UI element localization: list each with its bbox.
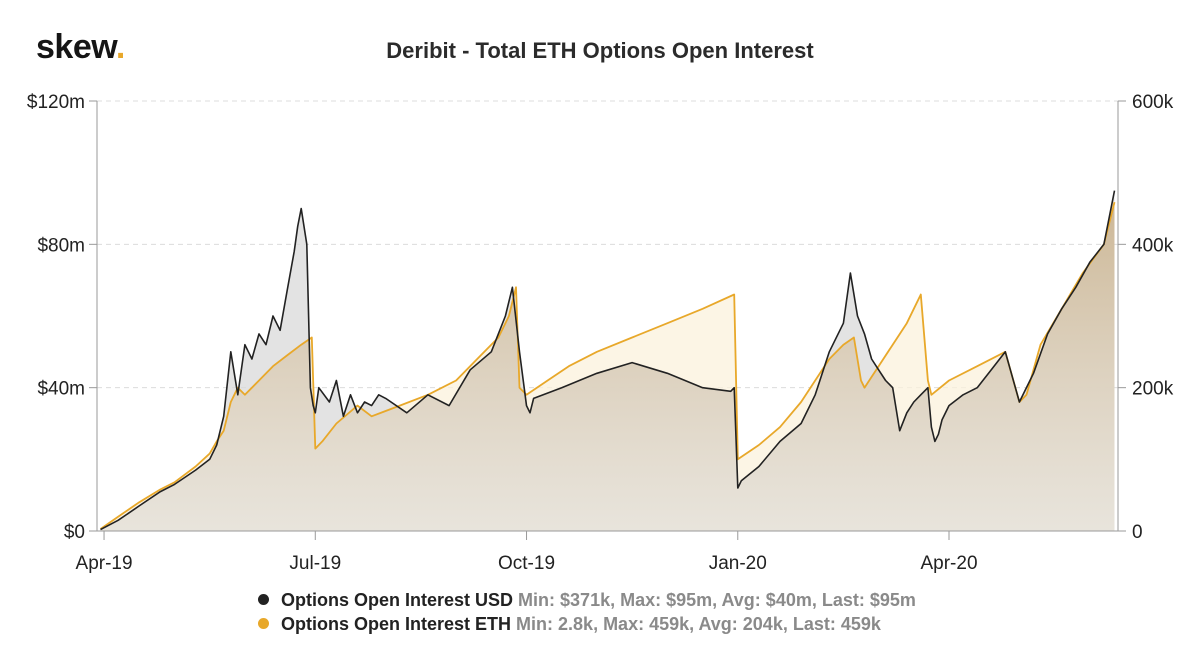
x-tick-label-4: Apr-20 xyxy=(920,553,977,574)
area-fills xyxy=(100,190,1115,531)
x-tick-label-1: Jul-19 xyxy=(289,553,341,574)
legend-dot-eth xyxy=(258,618,269,629)
x-tick-label-2: Oct-19 xyxy=(498,553,555,574)
legend-item-usd[interactable]: Options Open Interest USD Min: $371k, Ma… xyxy=(258,590,1118,611)
x-tick-label-0: Apr-19 xyxy=(76,553,133,574)
grid-lines xyxy=(97,100,1118,389)
skew-logo: skew. xyxy=(36,28,125,67)
legend-name-usd: Options Open Interest USD xyxy=(281,590,514,610)
chart-title: Deribit - Total ETH Options Open Interes… xyxy=(386,38,814,63)
legend-item-eth[interactable]: Options Open Interest ETH Min: 2.8k, Max… xyxy=(258,614,1118,635)
y-right-tick-label-2: 400k xyxy=(1132,235,1174,256)
tick-labels: $0 $40m $80m $120m 0 200k 400k 600k Apr-19 Jul-19… xyxy=(27,92,1174,574)
y-right-tick-label-0: 0 xyxy=(1132,522,1143,543)
legend-name-eth: Options Open Interest ETH xyxy=(281,614,512,634)
logo-text: skew xyxy=(36,28,116,66)
y-right-tick-label-3: 600k xyxy=(1132,92,1174,113)
x-tick-label-3: Jan-20 xyxy=(709,553,767,574)
y-left-tick-label-0: $0 xyxy=(64,522,85,543)
legend-stats-eth: Min: 2.8k, Max: 459k, Avg: 204k, Last: 4… xyxy=(516,614,881,634)
y-left-tick-label-1: $40m xyxy=(37,379,85,400)
series-lines xyxy=(99,190,1116,531)
series-line-usd xyxy=(100,190,1116,531)
y-right-tick-label-1: 200k xyxy=(1132,379,1174,400)
logo-dot: . xyxy=(115,28,125,66)
series-line-eth xyxy=(99,201,1116,530)
legend-stats-usd: Min: $371k, Max: $95m, Avg: $40m, Last: … xyxy=(518,590,916,610)
legend-dot-usd xyxy=(258,594,269,605)
y-left-tick-label-2: $80m xyxy=(37,235,85,256)
axes xyxy=(89,100,1126,540)
y-left-tick-label-3: $120m xyxy=(27,92,85,113)
